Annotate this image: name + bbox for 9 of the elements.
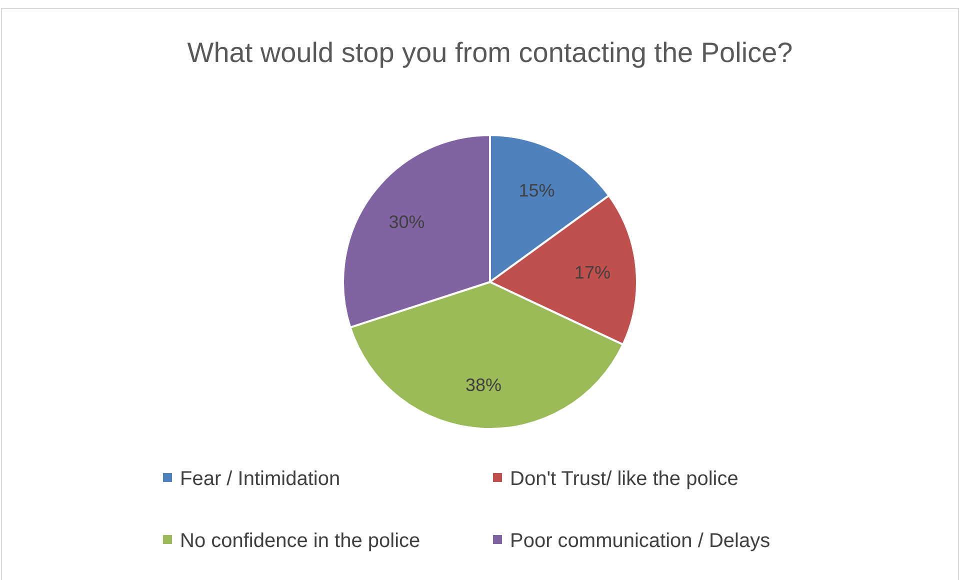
data-label: 30%	[388, 212, 425, 232]
legend-label: No confidence in the police	[180, 530, 420, 552]
legend-label: Don't Trust/ like the police	[510, 468, 738, 490]
legend-label: Poor communication / Delays	[510, 530, 770, 552]
data-label: 38%	[466, 374, 502, 395]
data-label: 15%	[518, 180, 555, 201]
legend-label: Fear / Intimidation	[180, 468, 340, 490]
chart-title: What would stop you from contacting the Police?	[187, 37, 793, 68]
data-label: 17%	[574, 262, 610, 283]
